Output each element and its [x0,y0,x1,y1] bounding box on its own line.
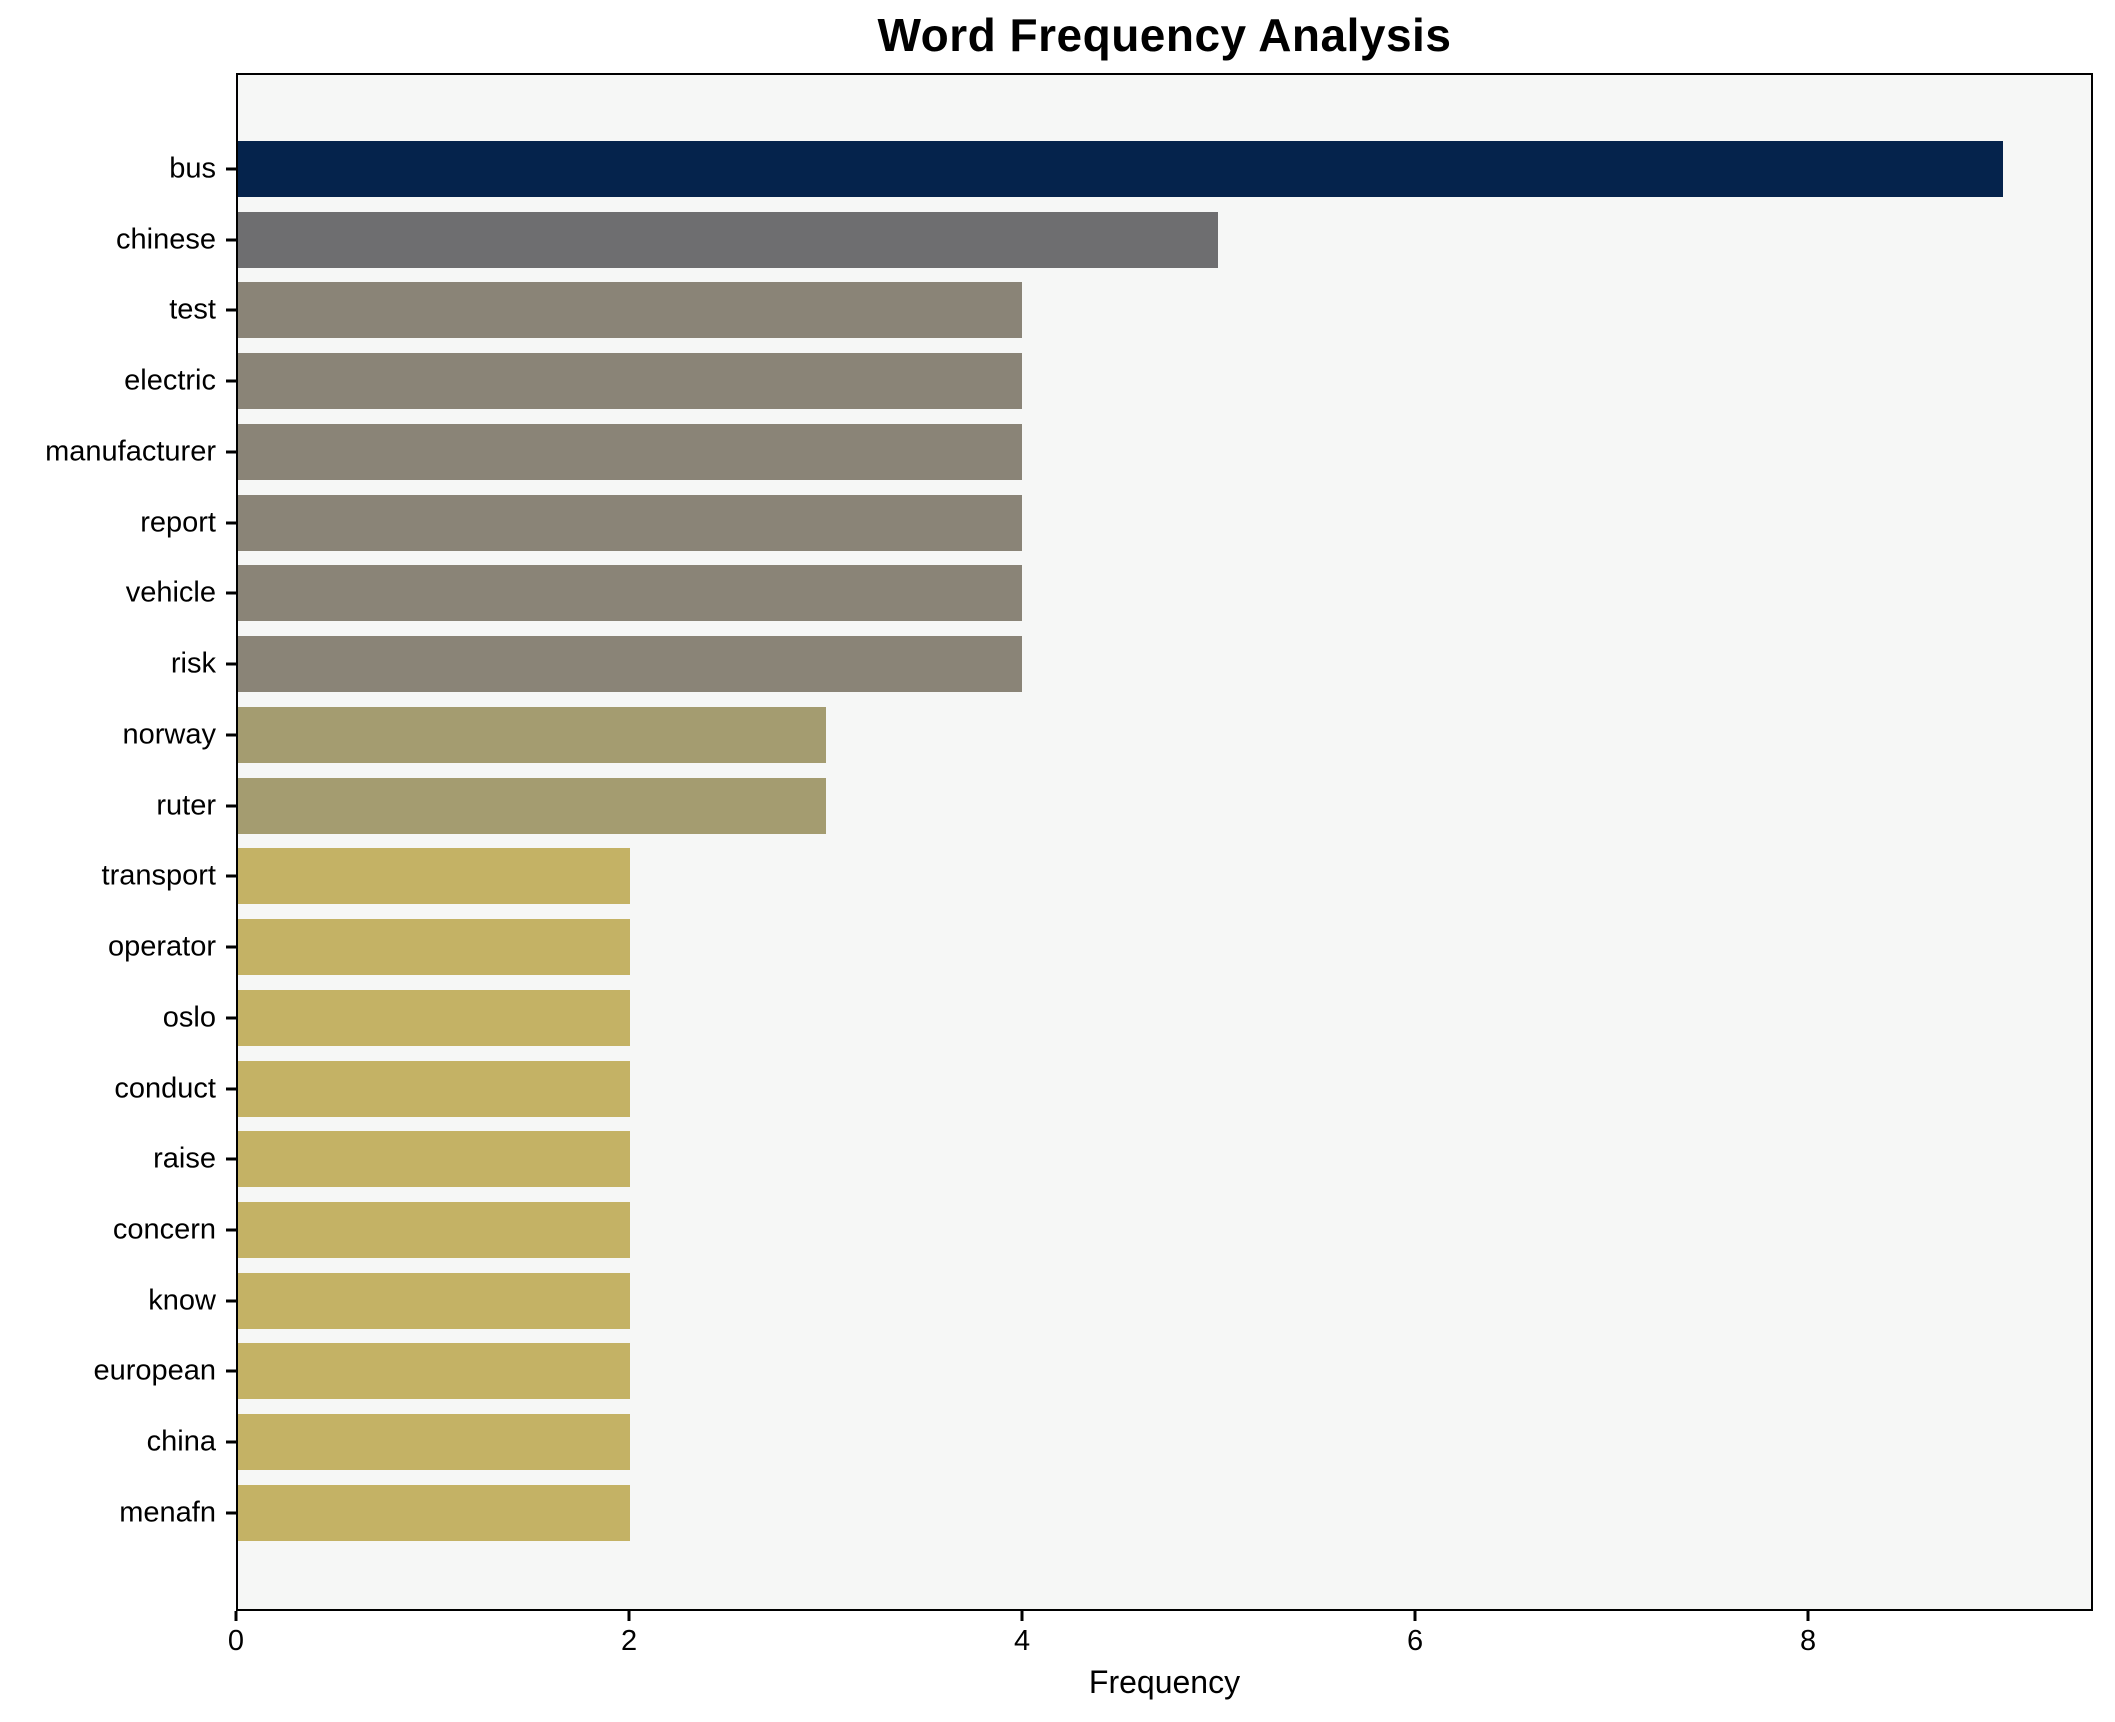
bar-row: vehicle [126,565,2091,622]
y-tick-mark [226,874,236,878]
x-axis-ticks: 0 2 4 6 8 [228,1611,2093,1671]
category-label: electric [124,364,216,397]
category-label: chinese [116,223,216,256]
bar-row: european [93,1343,2091,1400]
bar-row: oslo [163,989,2091,1046]
x-tick-label: 4 [1013,1625,1031,1657]
bar-row: risk [171,636,2091,693]
bar [238,565,1023,622]
bar [238,1484,631,1541]
bar [238,353,1023,410]
category-label: vehicle [125,576,216,609]
bar-row: operator [108,919,2091,976]
y-tick-mark [226,238,236,242]
bar-row: chinese [116,211,2091,268]
category-label: bus [169,152,216,185]
y-tick-mark [226,804,236,808]
x-tick-label: 0 [227,1625,245,1657]
bar [238,1343,631,1400]
y-tick-mark [226,1016,236,1020]
x-tick-mark [1806,1611,1810,1621]
chart-title: Word Frequency Analysis [877,9,1452,61]
y-tick-mark [226,450,236,454]
category-label: concern [112,1213,216,1246]
bar-row: concern [113,1202,2091,1259]
x-tick-mark [234,1611,238,1621]
bar [238,282,1023,339]
bar [238,1272,631,1329]
category-label: china [146,1425,216,1458]
bar-row: raise [153,1131,2091,1188]
bar-row: test [169,282,2091,339]
y-tick-mark [226,1369,236,1373]
bar-row: transport [102,848,2091,905]
bar-row: ruter [156,777,2091,834]
bar [238,141,2003,197]
x-tick-label: 8 [1799,1625,1817,1657]
x-tick-label: 6 [1406,1625,1424,1657]
y-tick-mark [226,662,236,666]
bar [238,1131,631,1188]
bar [238,777,827,834]
y-tick-mark [226,1087,236,1091]
bar-row: conduct [114,1060,2091,1117]
x-axis-label: Frequency [1088,1664,1241,1700]
bar-row: norway [123,706,2091,763]
y-tick-mark [226,1299,236,1303]
category-label: manufacturer [45,435,216,468]
category-label: test [169,293,216,326]
bar [238,1202,631,1259]
x-tick-mark [1413,1611,1417,1621]
category-label: risk [170,647,216,680]
x-tick-label: 2 [620,1625,638,1657]
y-tick-mark [226,591,236,595]
bar [238,423,1023,480]
category-label: norway [122,718,217,751]
category-label: european [93,1354,216,1387]
y-tick-mark [226,1440,236,1444]
bar [238,1060,631,1117]
bar [238,919,631,976]
bar [238,848,631,905]
bar [238,706,827,763]
bar-row: manufacturer [45,423,2091,480]
bar-row: china [147,1414,2091,1471]
y-tick-mark [226,733,236,737]
category-label: menafn [119,1496,216,1529]
category-label: oslo [162,1001,216,1034]
category-label: know [148,1284,216,1317]
bar-row: report [140,494,2091,551]
category-label: transport [101,859,216,892]
category-label: conduct [114,1072,216,1105]
y-tick-mark [226,1511,236,1515]
y-tick-mark [226,308,236,312]
category-label: raise [153,1142,216,1175]
y-tick-mark [226,521,236,525]
bar-row: bus [169,141,2091,197]
bar [238,1414,631,1471]
category-label: operator [107,930,216,963]
category-label: ruter [156,789,216,822]
bar-row: know [148,1272,2091,1329]
plot-area: bus chinese test electric manufacturer report… [45,73,2093,1611]
x-tick-mark [1020,1611,1024,1621]
bar [238,989,631,1046]
category-label: report [140,506,216,539]
y-tick-mark [226,167,236,171]
y-tick-mark [226,945,236,949]
bar [238,636,1023,693]
bar-row: electric [124,353,2091,410]
bars-container: bus chinese test electric manufacturer report… [45,75,2091,1609]
x-tick-mark [627,1611,631,1621]
bar [238,494,1023,551]
bar-row: menafn [119,1484,2091,1541]
y-tick-mark [226,1228,236,1232]
y-tick-mark [226,379,236,383]
y-tick-mark [226,1157,236,1161]
bar [238,211,1219,268]
